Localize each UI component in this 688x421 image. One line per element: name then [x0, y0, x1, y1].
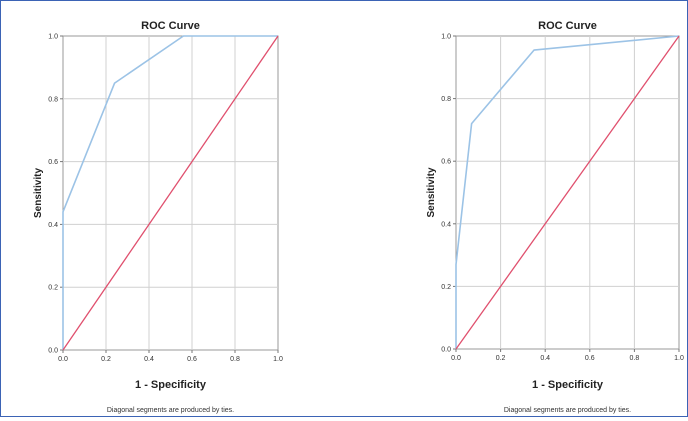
x-axis-label: 1 - Specificity [135, 379, 207, 391]
chart-title: ROC Curve [538, 20, 597, 32]
x-tick-label: 0.2 [496, 355, 506, 362]
x-tick-label: 0.0 [451, 355, 461, 362]
y-tick-label: 0.2 [441, 284, 451, 291]
footnote: Diagonal segments are produced by ties. [504, 407, 631, 414]
y-tick-label: 1.0 [441, 34, 451, 41]
roc-chart-1: 0.0 0.2 0.4 0.6 0.8 1.0 0.0 0.2 0.4 0.6 0.8 1.0 ROC … [33, 20, 283, 414]
x-tick-label: 0.6 [187, 356, 197, 363]
y-axis-label: Sensitivity [426, 167, 437, 217]
y-tick-label: 0.8 [441, 96, 451, 103]
x-tick-label: 0.0 [58, 356, 68, 363]
y-tick-label: 0.0 [48, 348, 58, 355]
y-axis-label: Sensitivity [33, 168, 44, 218]
y-tick-label: 0.4 [441, 221, 451, 228]
y-tick-label: 0.6 [48, 159, 58, 166]
y-tick-label: 0.4 [48, 222, 58, 229]
roc-curve-line [62, 35, 278, 350]
x-tick-label: 0.6 [585, 355, 595, 362]
x-tick-label: 0.8 [230, 356, 240, 363]
chart-title: ROC Curve [141, 20, 200, 32]
y-tick-label: 0.6 [441, 159, 451, 166]
x-tick-label: 1.0 [674, 355, 684, 362]
x-tick-label: 0.4 [144, 356, 154, 363]
x-tick-label: 1.0 [273, 356, 283, 363]
reference-diagonal-line [455, 35, 680, 350]
roc-curve-line [455, 35, 680, 349]
reference-diagonal-line [62, 35, 279, 351]
x-tick-label: 0.8 [630, 355, 640, 362]
y-tick-label: 1.0 [48, 34, 58, 41]
footnote: Diagonal segments are produced by ties. [107, 407, 234, 414]
roc-chart-2: 0.0 0.2 0.4 0.6 0.8 1.0 0.0 0.2 0.4 0.6 0.8 1.0 ROC … [426, 20, 684, 414]
x-tick-label: 0.4 [540, 355, 550, 362]
x-tick-label: 0.2 [101, 356, 111, 363]
y-tick-label: 0.2 [48, 285, 58, 292]
x-axis-label: 1 - Specificity [532, 379, 604, 391]
y-tick-label: 0.8 [48, 96, 58, 103]
y-tick-label: 0.0 [441, 347, 451, 354]
